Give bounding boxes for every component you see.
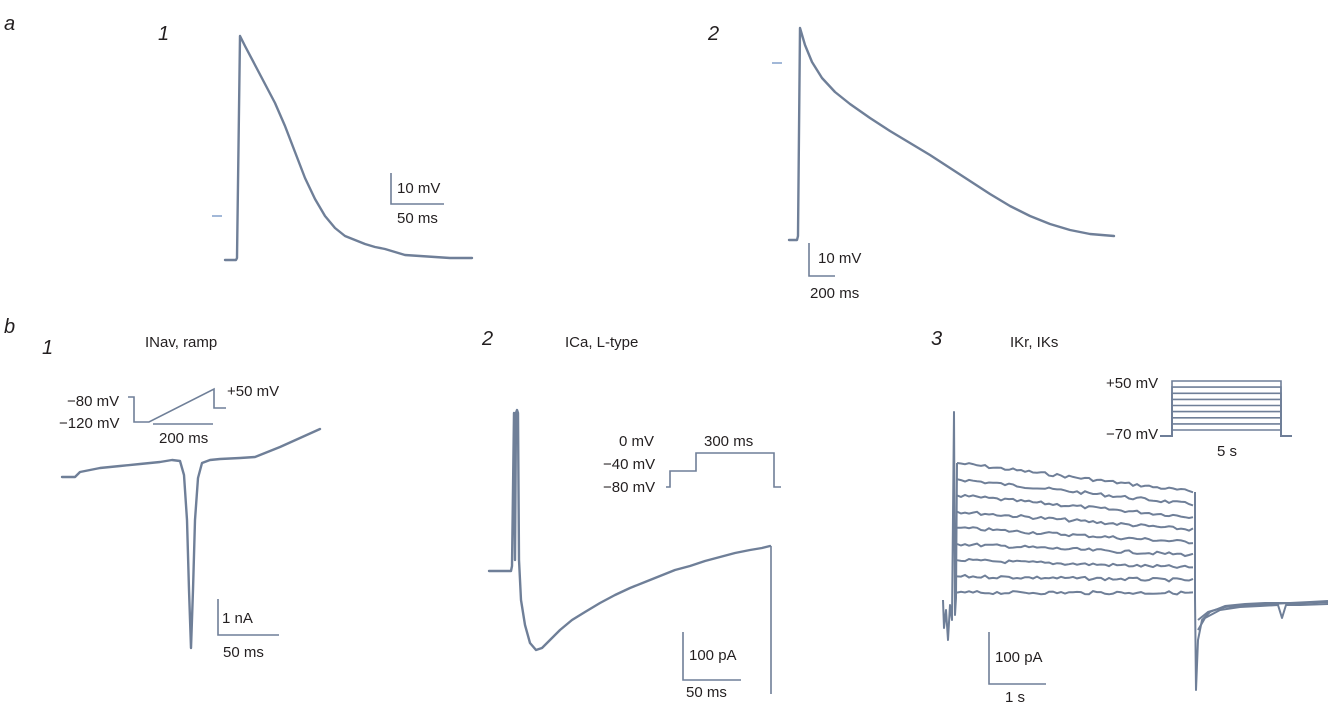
panel-b2-protocol-mid-label: −40 mV (603, 456, 655, 473)
panel-a1-scale-x-label: 50 ms (397, 210, 438, 227)
panel-b1-title: INav, ramp (145, 334, 217, 351)
panel-b2-calcium-current-trace (487, 408, 772, 652)
current-trace (956, 462, 1194, 494)
panel-b3-title: IKr, IKs (1010, 334, 1058, 351)
panel-b2-protocol-duration-label: 300 ms (704, 433, 753, 450)
current-trace-segment (1197, 603, 1329, 631)
panel-b1-protocol-duration-label: 200 ms (159, 430, 208, 447)
current-trace (956, 493, 1194, 520)
panel-b3-scale-bar (988, 632, 1046, 685)
panel-b2-step-protocol (666, 452, 781, 488)
panel-b3-scale-y-label: 100 pA (995, 649, 1043, 666)
panel-b2-protocol-top-label: 0 mV (619, 433, 654, 450)
panel-a1-scale-bar (390, 173, 444, 205)
current-trace (956, 510, 1194, 532)
protocol-step-line (1160, 417, 1292, 437)
panel-b3-scale-x-label: 1 s (1005, 689, 1025, 705)
panel-b2-title: ICa, L-type (565, 334, 638, 351)
panel-b1-protocol-top-label: +50 mV (227, 383, 279, 400)
panel-b1-scale-y-label: 1 nA (222, 610, 253, 627)
panel-b3-protocol-hold-label: −70 mV (1106, 426, 1158, 443)
panel-a2-number: 2 (707, 23, 719, 45)
panel-b2-number: 2 (481, 328, 493, 350)
panel-b1-sodium-current-trace (60, 427, 322, 650)
panel-a1-scale-y-label: 10 mV (397, 180, 440, 197)
panel-b2-scale-x-label: 50 ms (686, 684, 727, 701)
panel-b3-protocol-duration-label: 5 s (1217, 443, 1237, 460)
current-trace (956, 542, 1194, 558)
panel-a2-scale-bar (808, 243, 835, 277)
panel-b2-protocol-hold-label: −80 mV (603, 479, 655, 496)
protocol-step-line (1160, 429, 1292, 437)
current-trace (956, 526, 1194, 545)
current-trace (956, 590, 1194, 596)
panel-a2-scale-x-label: 200 ms (810, 285, 859, 302)
panel-b3-step-protocol (1160, 380, 1292, 437)
current-trace-segment (942, 411, 958, 641)
panel-a1-action-potential-trace (223, 34, 474, 262)
panel-b3-protocol-top-label: +50 mV (1106, 375, 1158, 392)
panel-a2-action-potential-trace (787, 26, 1116, 242)
panel-b3-potassium-current-traces (942, 411, 1329, 691)
panel-a-letter: a (4, 13, 15, 35)
current-trace (956, 573, 1194, 583)
panel-b2-scale-y-label: 100 pA (689, 647, 737, 664)
panel-b3-number: 3 (931, 328, 942, 350)
panel-b2-scale-bar (682, 632, 741, 681)
current-trace (956, 478, 1194, 507)
panel-a1-number: 1 (158, 23, 169, 45)
current-trace-segment (1194, 492, 1329, 691)
panel-a2-scale-y-label: 10 mV (818, 250, 861, 267)
panel-b1-number: 1 (42, 337, 53, 359)
panel-b1-protocol-hold-label: −80 mV (67, 393, 119, 410)
panel-b-letter: b (4, 316, 15, 338)
panel-b1-scale-bar (217, 599, 279, 636)
current-trace-segment (1197, 600, 1329, 621)
panel-b1-ramp-protocol (128, 387, 226, 423)
protocol-step-line (1160, 380, 1292, 437)
current-trace (956, 557, 1193, 569)
protocol-step-line (1160, 404, 1292, 437)
panel-b1-protocol-step-label: −120 mV (59, 415, 119, 432)
panel-b1-scale-x-label: 50 ms (223, 644, 264, 661)
